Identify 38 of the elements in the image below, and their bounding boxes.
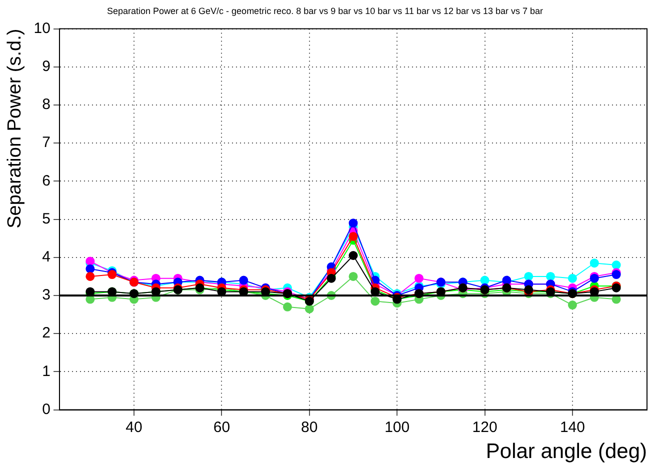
- x-axis-title: Polar angle (deg): [486, 440, 647, 464]
- point: [524, 272, 534, 281]
- x-tick-label: 80: [301, 418, 318, 436]
- x-tick-label: 120: [472, 418, 498, 436]
- y-tick-label: 1: [42, 362, 50, 380]
- point: [480, 276, 490, 285]
- y-tick-label: 8: [42, 96, 50, 114]
- x-tick-label: 100: [384, 418, 410, 436]
- point: [86, 264, 95, 274]
- point: [590, 258, 599, 268]
- x-tick-label: 60: [213, 418, 230, 436]
- point: [304, 304, 314, 314]
- point: [370, 296, 380, 306]
- y-tick-label: 10: [34, 20, 50, 37]
- y-tick-label: 9: [42, 58, 50, 76]
- x-tick-label: 140: [560, 418, 585, 436]
- point: [546, 272, 556, 281]
- y-tick-label: 2: [42, 324, 50, 342]
- y-tick-label: 0: [42, 400, 50, 418]
- point: [348, 272, 358, 281]
- point: [568, 300, 577, 310]
- y-tick-label: 5: [42, 210, 50, 228]
- y-tick-label: 3: [42, 286, 50, 304]
- point: [568, 274, 577, 283]
- point: [348, 218, 358, 228]
- y-tick-label: 6: [42, 172, 50, 190]
- x-tick-label: 40: [126, 418, 142, 436]
- point: [282, 302, 292, 312]
- y-tick-label: 4: [42, 248, 50, 266]
- point: [612, 260, 621, 270]
- point: [414, 274, 424, 283]
- y-tick-label: 7: [42, 134, 50, 152]
- point: [86, 272, 95, 281]
- point: [348, 250, 358, 260]
- y-axis-title: Separation Power (s.d.): [4, 28, 26, 228]
- point: [239, 276, 248, 285]
- point: [348, 232, 358, 241]
- chart-title: Separation Power at 6 GeV/c - geometric reco. 8 bar vs 9 bar vs 10 bar vs 11 bar vs 12 bar vs 13 bar vs 7 bar: [106, 6, 544, 16]
